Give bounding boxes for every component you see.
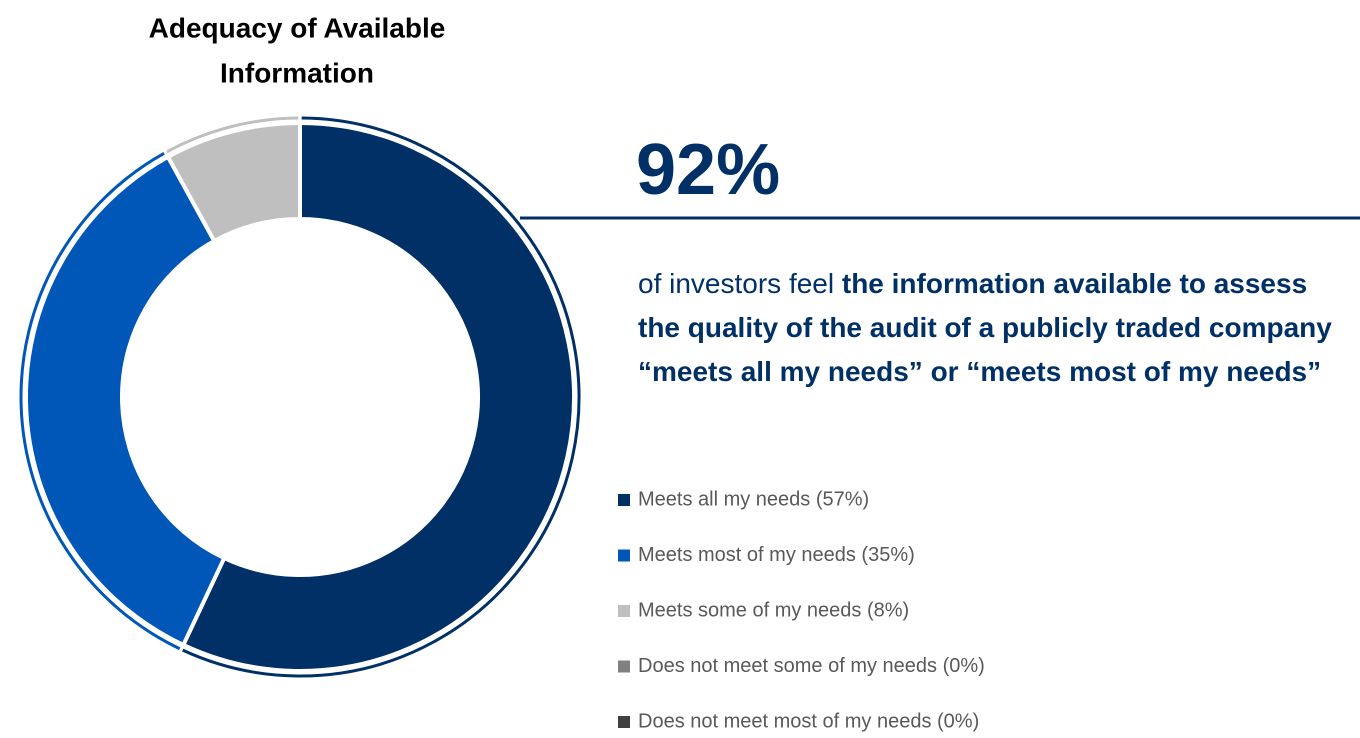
donut-segment — [24, 154, 227, 648]
donut-segment — [165, 120, 302, 244]
legend-swatch — [618, 660, 630, 673]
legend-swatch — [618, 494, 630, 506]
segment-outline — [19, 152, 181, 651]
segment-outline — [182, 116, 581, 678]
segment-outline — [166, 116, 299, 154]
donut-segment — [180, 120, 576, 673]
legend-label: Meets most of my needs (35%) — [638, 544, 915, 566]
legend-swatch — [618, 716, 630, 728]
chart-title: Adequacy of Available — [149, 12, 446, 43]
chart-title: Information — [220, 57, 374, 88]
legend-label: Does not meet most of my needs (0%) — [638, 710, 979, 732]
callout-lead: of investors feel — [638, 268, 842, 299]
callout-text: of investors feel the information availa… — [638, 262, 1353, 394]
headline: 92% — [636, 130, 780, 210]
legend-swatch — [618, 549, 630, 562]
legend-label: Meets all my needs (57%) — [638, 488, 869, 510]
callout-bold: the information available to assess the … — [638, 268, 1332, 387]
legend-label: Meets some of my needs (8%) — [638, 599, 909, 621]
legend-label: Does not meet some of my needs (0%) — [638, 655, 985, 677]
legend-swatch — [618, 605, 630, 617]
